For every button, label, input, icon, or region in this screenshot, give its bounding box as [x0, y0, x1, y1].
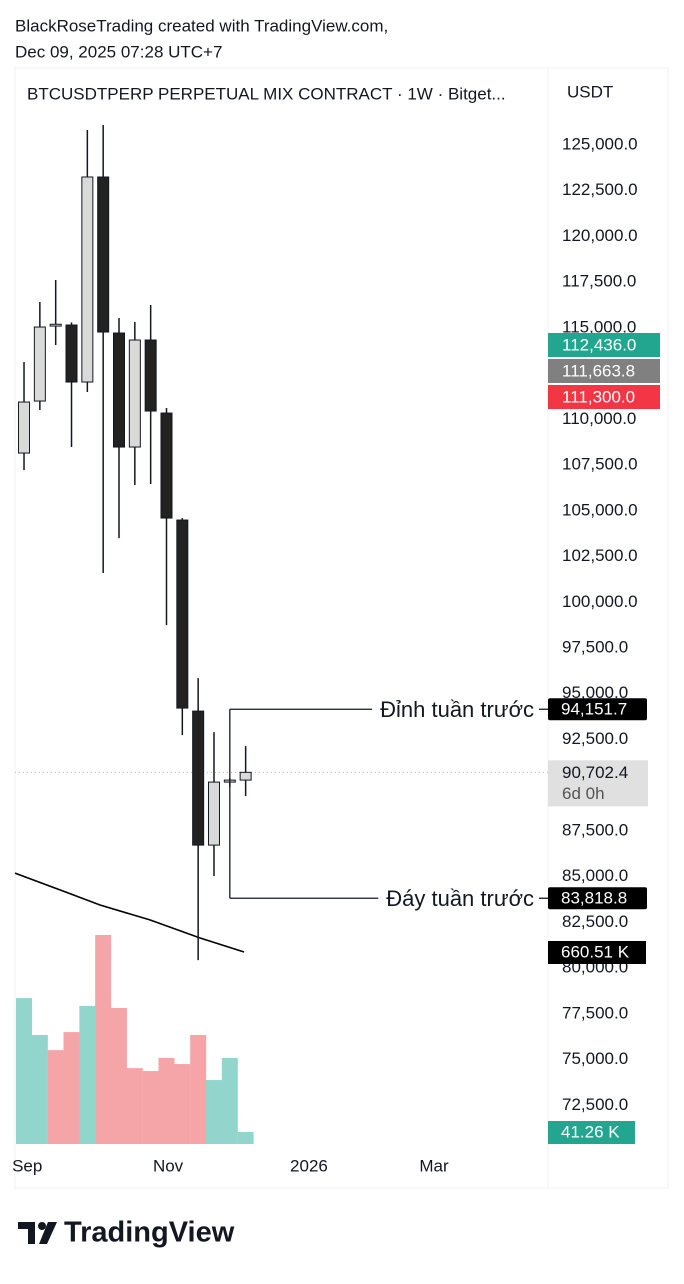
y-tick-label: 92,500.0 [562, 729, 628, 748]
y-tick-label: 87,500.0 [562, 820, 628, 839]
volume-bar [31, 1034, 48, 1144]
chart-title: BTCUSDTPERP PERPETUAL MIX CONTRACT · 1W … [27, 84, 506, 103]
volume-ma-line [14, 872, 245, 953]
candle-body [144, 339, 157, 412]
volume-bar [111, 1007, 128, 1144]
author-line: BlackRoseTrading created with TradingVie… [15, 16, 388, 35]
volume-bar [237, 1132, 254, 1144]
volume-bar [174, 1064, 191, 1144]
volume-ma-box [548, 940, 646, 964]
volume-bar [16, 998, 33, 1144]
volume-label: 41.26 K [561, 1122, 620, 1141]
annotation-text: Đỉnh tuần trước [380, 697, 534, 722]
price-label-box [548, 359, 660, 383]
y-tick-label: 110,000.0 [562, 409, 636, 428]
y-tick-label: 117,500.0 [562, 272, 636, 291]
volume-bar [47, 1050, 64, 1144]
y-tick-label: 122,500.0 [562, 180, 638, 199]
volume-bar [221, 1057, 238, 1144]
annotation-price-label: 94,151.7 [561, 700, 627, 719]
candle-body [81, 176, 94, 383]
volume-bar [142, 1071, 159, 1144]
y-tick-label: 100,000.0 [562, 592, 638, 611]
candle-body [49, 323, 62, 327]
price-label: 112,436.0 [562, 335, 636, 354]
date-line: Dec 09, 2025 07:28 UTC+7 [15, 42, 222, 61]
y-tick-label: 82,500.0 [562, 912, 628, 931]
candle-body [160, 412, 173, 519]
annotation-price-box [548, 887, 647, 910]
y-tick-label: 72,500.0 [562, 1095, 628, 1114]
logo-text: TradingView [64, 1217, 235, 1249]
volume-bar [79, 1005, 96, 1144]
price-label: 111,300.0 [562, 387, 635, 406]
x-tick-label: Mar [419, 1156, 449, 1175]
currency: USDT [567, 82, 613, 101]
y-tick-label: 120,000.0 [562, 226, 638, 245]
y-tick-label: 105,000.0 [562, 500, 638, 519]
y-tick-label: 75,000.0 [562, 1049, 628, 1068]
candle-body [176, 519, 189, 709]
price-label: 111,663.8 [562, 361, 635, 380]
x-tick-label: 2026 [290, 1156, 328, 1175]
candle-body [128, 339, 141, 448]
candle-body [97, 176, 110, 333]
candle-body [65, 324, 78, 383]
volume-label-box [548, 1121, 635, 1144]
candle-body [239, 771, 252, 781]
annotation-price-box [548, 698, 647, 721]
chart-frame [14, 67, 669, 1189]
volume-bar [158, 1057, 175, 1144]
volume-ma-label: 660.51 K [561, 942, 630, 961]
y-tick-label: 115,000.0 [562, 317, 636, 336]
volume-bar [126, 1068, 143, 1144]
volume-bar [205, 1080, 222, 1144]
candle-body [192, 710, 205, 846]
volume-bar [95, 934, 112, 1144]
current-price-label: 90,702.4 [562, 763, 628, 782]
volume-bar [63, 1032, 80, 1144]
x-tick-label: Sep [12, 1156, 42, 1175]
price-label-box [548, 385, 660, 409]
logo-icon [18, 1222, 57, 1244]
y-tick-label: 95,000.0 [562, 683, 628, 702]
y-tick-label: 107,500.0 [562, 455, 638, 474]
y-tick-label: 102,500.0 [562, 546, 638, 565]
volume-bar [190, 1034, 207, 1144]
candle-body [33, 326, 46, 402]
countdown: 6d 0h [562, 784, 605, 803]
annotation-price-label: 83,818.8 [561, 889, 627, 908]
y-tick-label: 125,000.0 [562, 134, 638, 153]
price-label-box [548, 333, 660, 357]
y-tick-label: 97,500.0 [562, 637, 628, 656]
x-tick-label: Nov [153, 1156, 184, 1175]
y-tick-label: 85,000.0 [562, 866, 628, 885]
annotation-text: Đáy tuần trước [386, 886, 534, 911]
candle-body [207, 781, 220, 846]
y-tick-label: 77,500.0 [562, 1003, 628, 1022]
candle-body [113, 332, 126, 448]
candle-body [18, 401, 31, 454]
current-price-box [548, 760, 648, 807]
